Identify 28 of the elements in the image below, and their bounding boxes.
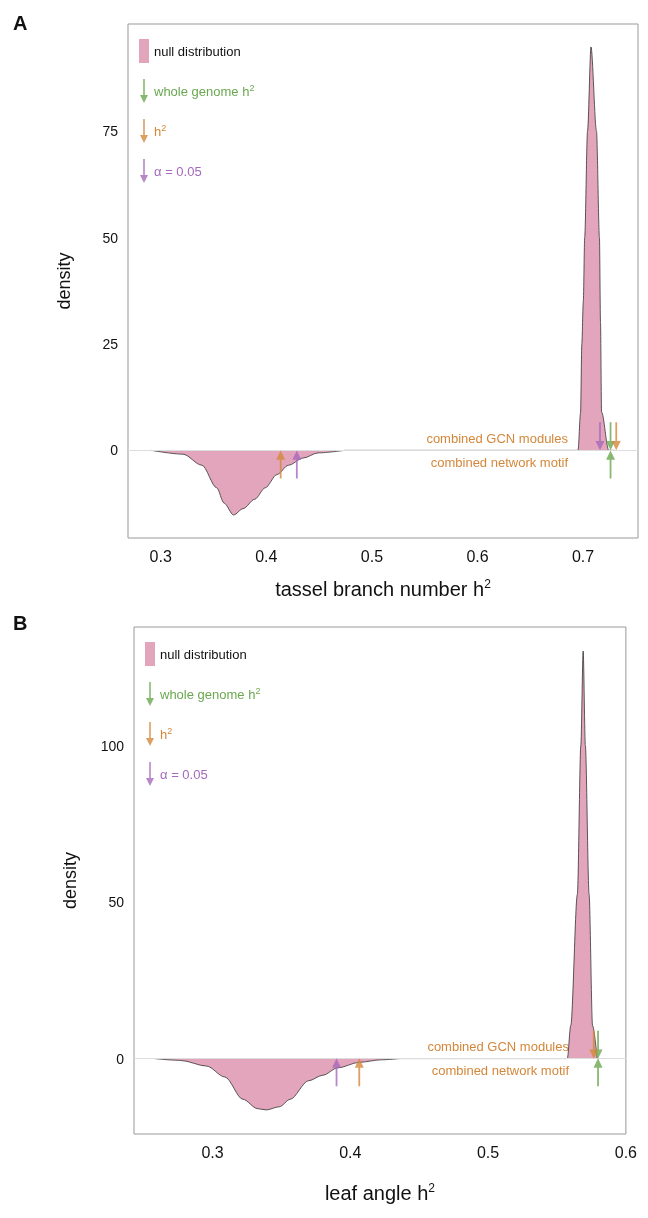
chart-title: A (13, 12, 28, 34)
annotation: combined network motif (430, 454, 569, 470)
x-tick-label: 0.7 (571, 547, 595, 565)
legend-label: α = 0.05 (154, 163, 202, 179)
x-tick-label: 0.6 (614, 1143, 638, 1161)
y-axis-title: density (60, 851, 80, 910)
y-axis-title: density (54, 252, 74, 310)
annotation: combined GCN modules (426, 430, 569, 446)
legend-label: null distribution (154, 43, 241, 59)
y-tick-label: 100 (100, 737, 125, 754)
chart-title: B (13, 612, 28, 634)
y-tick-label: 75 (102, 123, 119, 140)
x-tick-label: 0.4 (255, 547, 278, 565)
legend-label: α = 0.05 (160, 766, 208, 782)
y-tick-label: 0 (116, 1050, 125, 1067)
y-tick-label: 50 (108, 894, 125, 911)
x-tick-label: 0.5 (476, 1143, 500, 1161)
x-tick-label: 0.5 (360, 547, 384, 565)
annotation: combined network motif (431, 1063, 570, 1079)
x-tick-label: 0.6 (466, 547, 489, 565)
y-tick-label: 50 (102, 229, 119, 246)
annotation: combined GCN modules (427, 1039, 570, 1055)
legend-label: null distribution (160, 646, 247, 662)
x-tick-label: 0.3 (149, 547, 172, 565)
y-tick-label: 0 (110, 442, 119, 459)
x-tick-label: 0.4 (339, 1143, 362, 1161)
y-tick-label: 25 (102, 335, 119, 352)
x-tick-label: 0.3 (201, 1143, 224, 1161)
